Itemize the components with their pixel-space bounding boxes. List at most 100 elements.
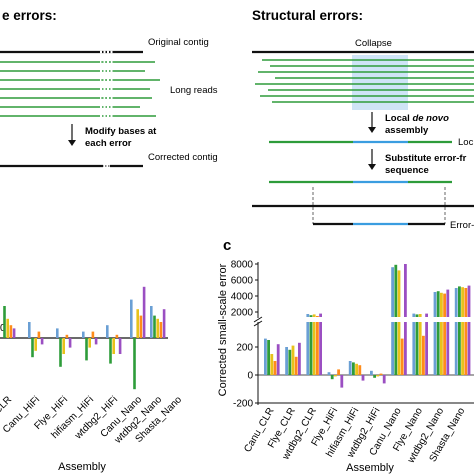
chart-c-bar [264,338,267,375]
chart-b-bar [62,338,65,354]
chart-c-ylabel: Corrected small-scale error [217,263,229,396]
chart-c-bar [418,322,422,375]
chart-b-xlabel: Assembly [58,461,106,473]
chart-c-bar [373,375,376,378]
chart-c-bar [294,356,298,375]
chart-c-ytick: -200 [233,399,253,410]
panel-label-c: c [223,237,231,254]
chart-c-ytick: 4000 [231,292,254,303]
chart-c-bar [464,322,468,375]
chart-b-bar [109,338,112,364]
chart-c-bar [391,322,394,375]
chart-c-bar-upper [440,292,443,317]
chart-c-bar-upper [446,289,450,317]
chart-c-bar [404,322,407,375]
chart-c-bar [355,363,358,375]
chart-b-bar [85,338,88,361]
chart-b-bar [28,322,31,338]
chart-c-ytick: 200 [236,343,253,354]
chart-c-bar [340,375,344,388]
chart-c-bar [446,322,450,375]
step1-label-pre: Local [385,113,412,124]
chart-c-bar [309,322,313,375]
chart-c-bar [319,322,322,375]
chart-c-bar-upper [443,293,446,317]
chart-b-bar [106,325,109,338]
chart-c-bar [415,322,419,375]
chart-c-bar-upper [394,264,398,317]
chart-b-bar [159,322,163,338]
chart-c-bar [382,375,386,384]
chart-b-bar [142,286,146,338]
chart-c-bar [267,340,270,375]
chart-b-bar [88,338,91,348]
chart-c-bar [425,322,428,375]
chart-b-bar [65,334,69,338]
chart-c-bar [348,361,352,375]
chart-c-bar [376,375,380,377]
step1-label-2: assembly [385,125,429,136]
structural-reads [255,59,474,103]
chart-b-bar [34,338,37,351]
chart-c-bar [370,370,373,375]
error-free-label: Error-fr [450,220,474,231]
chart-c-bar-upper [397,270,401,317]
chart-b-bar [133,338,136,390]
step2-label-2: sequence [385,165,429,176]
down-arrow-icon [368,127,376,133]
chart-c-bar-upper [309,315,313,317]
chart-b-bar [91,331,95,338]
chart-c-bar-upper [316,316,319,317]
svg-text:Local de novo: Local de novo [385,113,449,124]
chart-b-bar [139,315,143,338]
chart-c-bar [394,322,398,375]
chart-c-break [253,320,263,327]
chart-b-bar [3,306,6,338]
chart-c-break [253,316,263,323]
local-assembly-label: Loc [458,137,474,148]
chart-b-tick: 0 [0,323,6,334]
chart-c-bar [334,375,337,377]
chart-b-bar [37,331,41,338]
collapse-highlight [352,55,408,110]
chart-c-bar-upper [412,313,416,317]
chart-c-bar-upper [306,314,310,317]
chart-b-bar [68,338,72,348]
chart-b-bar [9,325,13,338]
collapse-label: Collapse [355,38,392,49]
chart-c-bar [467,322,471,375]
down-arrow-icon [368,164,376,170]
left-diagram: e errors: Original contig Long [0,8,218,168]
original-contig-label: Original contig [148,37,209,48]
step2-label-1: Substitute error-fr [385,153,467,164]
chart-c-bar [298,342,301,375]
chart-c-bar-upper [391,267,394,317]
chart-b-bar [59,338,62,367]
chart-c-bar [461,322,464,375]
chart-c-bar [443,322,446,375]
modify-step-label-1: Modify bases at [85,126,157,137]
chart-b-bar [156,318,159,338]
chart-c-bar [337,369,340,375]
right-heading: Structural errors: [252,8,363,23]
chart-c-bar-upper [418,314,422,317]
chart-b-xtick: CLR [0,394,14,416]
chart-b-bar [115,334,119,338]
chart-b-bar [153,315,156,338]
chart-c-bar-upper [404,264,407,317]
chart-b-bar [82,331,85,338]
step1-label-em: de novo [412,113,449,124]
chart-c-bar [433,322,437,375]
chart-b-bar [94,338,98,345]
chart-c-bar-upper [319,313,322,317]
chart-c-ytick: 2000 [231,308,254,319]
chart-c-bar [400,338,404,375]
chart-c-ytick: 8000 [231,260,254,271]
chart-c-bar [330,375,334,380]
chart-c-bar [327,372,331,375]
chart-c-bar [273,361,277,375]
chart-c-bar [312,322,316,375]
long-reads [0,61,160,117]
chart-c-bar-upper [458,286,461,317]
